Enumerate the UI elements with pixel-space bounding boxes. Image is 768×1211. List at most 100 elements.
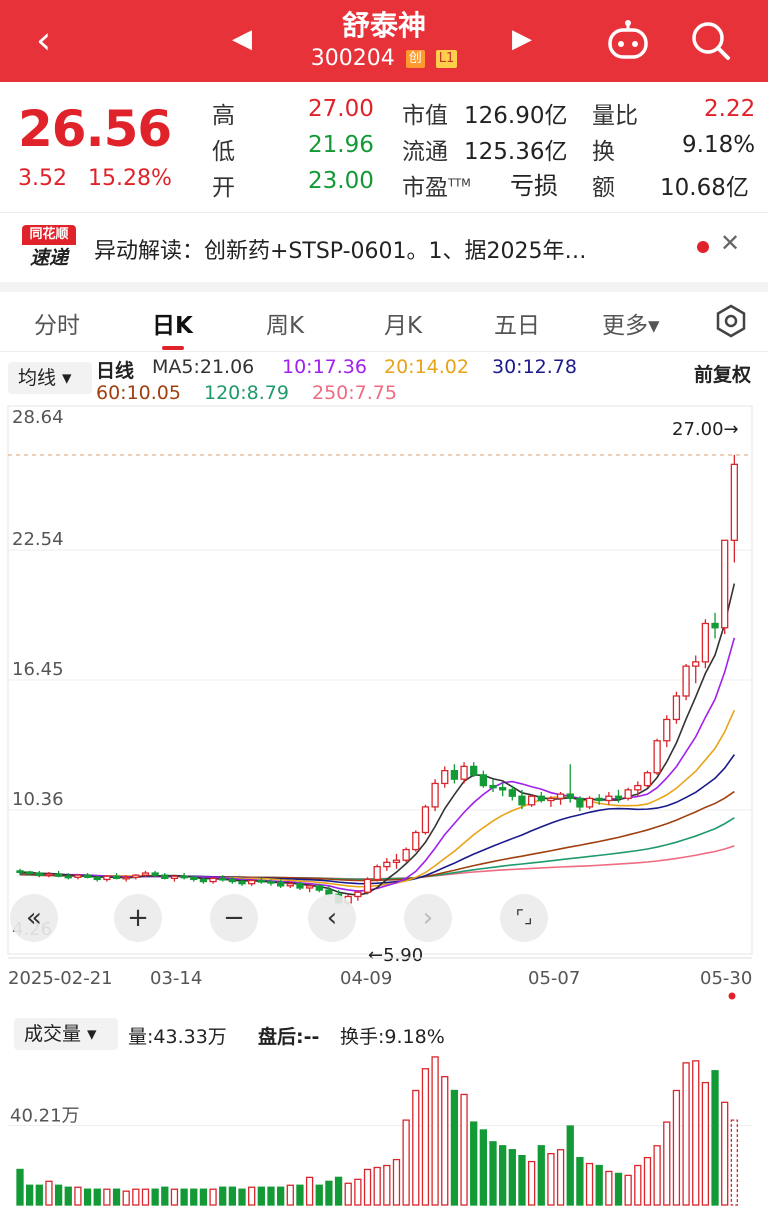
assistant-robot-icon[interactable] xyxy=(606,20,650,60)
candle-body xyxy=(431,782,439,808)
candle-body xyxy=(682,665,690,697)
tab-daily-k[interactable]: 日K xyxy=(152,313,193,339)
prev-stock-icon[interactable]: ◀ xyxy=(232,24,252,54)
volume-bar xyxy=(199,1188,208,1206)
amount-value: 10.68亿 xyxy=(660,175,749,201)
news-ticker[interactable]: 同花顺 速递 异动解读：创新药+STSP-0601。1、据2025年… ✕ xyxy=(0,212,768,282)
volume-bar xyxy=(276,1186,285,1206)
volume-bar xyxy=(54,1184,63,1206)
candle-body xyxy=(305,885,314,889)
volume-bar xyxy=(180,1188,188,1206)
volume-bar xyxy=(692,1060,700,1206)
volume-bar xyxy=(141,1188,150,1206)
volume-bar xyxy=(663,1121,671,1206)
scroll-left-button[interactable]: ‹ xyxy=(308,894,356,942)
candle-body xyxy=(35,872,43,876)
candle-body xyxy=(132,874,140,878)
volume-bar xyxy=(74,1186,82,1206)
next-stock-icon[interactable]: ▶ xyxy=(512,24,532,54)
volume-bar xyxy=(257,1186,265,1206)
unread-dot-icon xyxy=(697,241,709,253)
open-value: 23.00 xyxy=(308,168,374,194)
volume-bar xyxy=(26,1184,34,1206)
candle-body xyxy=(566,793,574,800)
logo-bottom-text: 速递 xyxy=(29,247,68,269)
volume-bar xyxy=(479,1129,488,1206)
volume-bar xyxy=(527,1160,536,1206)
candle-body xyxy=(209,877,217,883)
scroll-left-fast-button[interactable]: « xyxy=(10,894,58,942)
volume-bar xyxy=(537,1145,545,1206)
news-headline[interactable]: 异动解读：创新药+STSP-0601。1、据2025年… xyxy=(94,239,587,264)
candle-body xyxy=(45,873,53,877)
candle-body xyxy=(74,874,82,878)
volume-bar xyxy=(730,1119,738,1206)
volume-bar xyxy=(460,1093,468,1206)
close-icon[interactable]: ✕ xyxy=(720,229,741,257)
tab-more[interactable]: 更多▾ xyxy=(602,313,660,339)
settings-hexagon-icon[interactable] xyxy=(714,304,748,338)
candle-body xyxy=(219,877,227,881)
pe-label: 市盈TTM xyxy=(402,168,471,202)
candle-body xyxy=(701,622,710,663)
volume-bar xyxy=(190,1188,198,1206)
candle-body xyxy=(141,872,150,876)
candle-body xyxy=(190,876,198,881)
volume-bar xyxy=(334,1176,343,1206)
pe-value: 亏损 xyxy=(510,172,558,200)
volume-svg: 40.21万 xyxy=(8,1056,752,1206)
divider xyxy=(0,282,768,292)
candle-body xyxy=(199,878,208,883)
adjust-mode[interactable]: 前复权 xyxy=(694,364,752,386)
candle-body xyxy=(64,875,72,879)
volume-bar xyxy=(412,1089,420,1206)
candle-body xyxy=(16,870,24,874)
level1-badge: L1 xyxy=(435,50,458,68)
y-tick-label: 22.54 xyxy=(12,529,64,550)
candle-body xyxy=(605,795,613,802)
turnover-label: 换 xyxy=(592,139,615,165)
tab-monthly-k[interactable]: 月K xyxy=(384,313,423,339)
zoom-in-button[interactable]: + xyxy=(114,894,162,942)
tab-intraday[interactable]: 分时 xyxy=(34,313,80,339)
candle-body xyxy=(624,789,632,800)
scroll-right-button[interactable]: › xyxy=(404,894,452,942)
y-tick-label: 16.45 xyxy=(12,659,64,680)
candle-body xyxy=(518,795,526,806)
volume-bar xyxy=(576,1156,584,1206)
back-icon[interactable]: ‹ xyxy=(36,18,52,62)
y-tick-label: 28.64 xyxy=(12,407,64,428)
volume-bar xyxy=(170,1188,179,1206)
turnover-value: 9.18% xyxy=(682,132,756,158)
ma10-value: 10:17.36 xyxy=(282,356,367,378)
volume-bar xyxy=(701,1081,710,1206)
candle-body xyxy=(180,875,188,879)
candle-body xyxy=(527,795,536,806)
volume-bar xyxy=(489,1141,497,1206)
volume-bar xyxy=(64,1186,72,1206)
high-value: 27.00 xyxy=(308,96,374,122)
indicator-selector-button[interactable]: 成交量 ▾ xyxy=(14,1018,118,1050)
stock-code-row: 300204 创 L1 xyxy=(0,46,768,71)
candle-body xyxy=(238,880,246,885)
volume-bar xyxy=(470,1121,478,1206)
volume-bar xyxy=(682,1062,690,1206)
mktcap-value: 126.90亿 xyxy=(464,103,568,129)
candle-body xyxy=(663,718,671,742)
candle-body xyxy=(248,879,256,885)
candle-body xyxy=(556,793,565,800)
candle-body xyxy=(441,769,449,785)
kline-chart[interactable]: 28.6422.5416.4510.364.2627.00→←5.902025-… xyxy=(0,400,768,1010)
volume-bar xyxy=(267,1186,275,1206)
ma5-value: MA5:21.06 xyxy=(152,356,255,378)
tab-weekly-k[interactable]: 周K xyxy=(266,313,305,339)
candle-body xyxy=(286,883,294,887)
kline-svg[interactable]: 28.6422.5416.4510.364.2627.00→←5.902025-… xyxy=(0,400,768,1010)
volume-bar xyxy=(315,1184,323,1206)
fullscreen-button[interactable]: ⌜⌟ xyxy=(500,894,548,942)
volume-bar xyxy=(161,1186,169,1206)
search-icon[interactable] xyxy=(688,18,732,62)
tab-five-day[interactable]: 五日 xyxy=(494,313,540,339)
ma-selector-button[interactable]: 均线 ▾ xyxy=(8,362,92,394)
zoom-out-button[interactable]: − xyxy=(210,894,258,942)
